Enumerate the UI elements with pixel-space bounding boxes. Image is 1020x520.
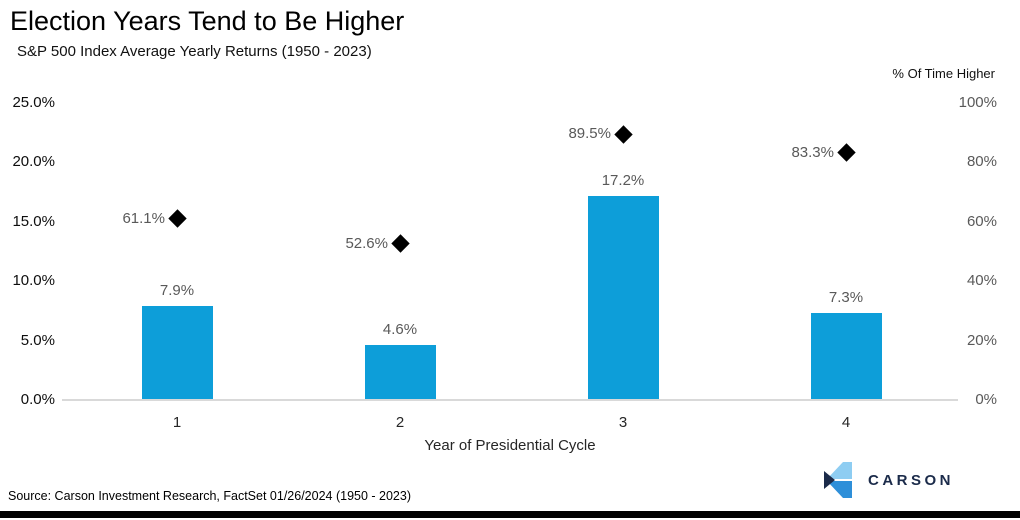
chart-subtitle: S&P 500 Index Average Yearly Returns (19… [17,43,372,60]
bar-value-label: 7.3% [828,289,864,307]
bottom-black-bar [0,511,1020,518]
left-axis-tick: 25.0% [12,94,55,111]
x-axis-line [62,399,958,401]
x-axis-tick: 1 [172,414,182,431]
x-axis-title: Year of Presidential Cycle [424,437,596,454]
diamond-marker [836,143,856,162]
diamond-value-label: 89.5% [568,125,611,143]
bar-value-label: 17.2% [601,171,645,189]
x-axis-tick: 3 [618,414,628,431]
carson-logo [824,462,1004,500]
bar-year-2 [364,345,436,400]
diamond-marker [390,234,410,253]
bar-year-1 [141,306,213,400]
bar-year-4 [810,313,882,400]
right-axis-title: % Of Time Higher [892,66,995,81]
diamond-value-label: 83.3% [791,143,834,161]
bar-value-label: 4.6% [382,321,418,339]
diamond-value-label: 61.1% [122,209,165,227]
left-axis-tick: 5.0% [20,331,55,349]
right-axis-tick: 40% [966,272,997,290]
right-axis-tick: 100% [958,94,997,111]
bar-value-label: 7.9% [159,282,195,300]
right-axis-tick: 80% [966,153,997,171]
left-axis-tick: 0.0% [20,391,55,408]
left-axis-tick: 20.0% [12,153,55,171]
carson-logo-icon [824,462,852,498]
right-axis-tick: 0% [975,391,997,408]
diamond-marker [613,124,633,144]
source-text: Source: Carson Investment Research, Fact… [8,489,412,503]
diamond-value-label: 52.6% [345,234,388,252]
left-axis-tick: 10.0% [12,272,55,290]
right-axis-tick: 60% [966,212,997,230]
chart-title: Election Years Tend to Be Higher [10,6,405,36]
diamond-marker [167,209,187,228]
right-axis-tick: 20% [966,331,997,349]
carson-logo-text: CARSON [868,472,955,489]
x-axis-tick: 2 [395,414,405,431]
x-axis-tick: 4 [841,414,851,431]
bar-year-3 [587,195,659,400]
left-axis-tick: 15.0% [12,212,55,230]
